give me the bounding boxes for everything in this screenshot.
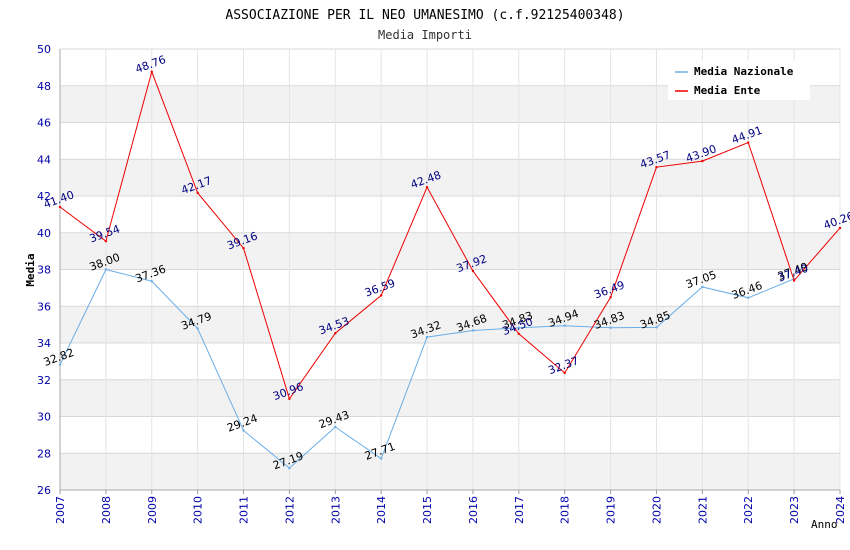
data-point-media-ente	[150, 70, 153, 73]
y-tick-label: 50	[37, 43, 51, 56]
data-point-media-nazionale	[288, 466, 291, 470]
y-tick-label: 44	[37, 153, 51, 166]
y-tick-label: 26	[37, 484, 51, 497]
data-point-media-ente	[517, 332, 521, 336]
data-point-media-ente	[334, 332, 337, 335]
data-point-media-ente	[747, 141, 750, 144]
x-tick-label: 2009	[146, 496, 159, 524]
data-point-media-ente	[471, 269, 475, 273]
y-tick-label: 34	[37, 337, 51, 350]
data-point-media-nazionale	[58, 363, 62, 366]
data-point-media-nazionale	[242, 429, 245, 432]
data-point-media-ente	[58, 205, 62, 209]
data-point-media-nazionale	[150, 280, 153, 283]
data-point-media-ente	[701, 159, 704, 163]
x-tick-label: 2010	[192, 496, 205, 524]
data-point-media-nazionale	[655, 326, 658, 329]
data-point-media-ente	[288, 397, 291, 401]
x-tick-label: 2015	[421, 496, 434, 524]
data-point-media-nazionale	[747, 296, 750, 299]
y-tick-label: 40	[37, 227, 51, 240]
legend-label-media-nazionale: Media Nazionale	[694, 65, 794, 78]
x-tick-label: 2022	[742, 496, 755, 524]
data-point-media-nazionale	[701, 285, 704, 289]
data-point-media-nazionale	[563, 324, 566, 327]
x-tick-label: 2019	[605, 496, 618, 524]
y-tick-label: 46	[37, 117, 51, 130]
y-axis-label: Media	[24, 253, 37, 286]
y-tick-label: 36	[37, 300, 51, 313]
data-point-media-ente	[242, 246, 245, 250]
x-tick-label: 2021	[696, 496, 709, 524]
x-tick-label: 2018	[559, 496, 572, 524]
legend-box	[668, 60, 810, 100]
grid-band	[60, 416, 840, 454]
series-line-media-ente	[59, 70, 841, 400]
chart-subtitle: Media Importi	[378, 28, 472, 42]
data-point-media-nazionale	[609, 326, 612, 329]
background-bands	[60, 49, 840, 490]
data-point-media-ente	[792, 279, 796, 282]
data-point-media-ente	[609, 296, 612, 299]
y-tick-label: 38	[37, 264, 51, 277]
legend: Media Nazionale Media Ente	[668, 60, 810, 100]
axes	[59, 49, 841, 494]
grid-band	[60, 232, 840, 270]
data-point-media-ente	[563, 371, 566, 375]
x-tick-label: 2007	[54, 496, 67, 524]
data-point-media-ente	[196, 191, 199, 195]
grid-band	[60, 379, 840, 417]
grid-band	[60, 196, 840, 233]
legend-label-media-ente: Media Ente	[694, 84, 761, 97]
grid-band	[60, 269, 840, 307]
data-point-media-ente	[379, 294, 383, 297]
tick-labels: 26 28 30 32 34 36 38 40 42 44 46 48 50 2007 2008 2009 20…	[37, 43, 847, 524]
data-point-media-nazionale	[334, 425, 337, 429]
data-point-media-ente	[838, 226, 842, 230]
data-point-media-ente	[104, 240, 108, 243]
data-point-media-nazionale	[196, 327, 199, 330]
y-tick-label: 48	[37, 80, 51, 93]
data-point-media-nazionale	[379, 457, 383, 460]
x-tick-label: 2014	[375, 496, 388, 524]
x-tick-label: 2024	[834, 496, 847, 524]
grid-band	[60, 453, 840, 490]
grid-band	[60, 122, 840, 160]
x-axis-label: Anno	[811, 518, 838, 531]
x-tick-label: 2016	[467, 496, 480, 524]
chart-title: ASSOCIAZIONE PER IL NEO UMANESIMO (c.f.9…	[225, 8, 624, 23]
y-tick-label: 28	[37, 447, 51, 460]
data-point-media-nazionale	[517, 326, 521, 329]
data-point-media-nazionale	[425, 335, 429, 339]
grid-band	[60, 306, 840, 343]
x-tick-label: 2008	[100, 496, 113, 524]
x-tick-label: 2013	[329, 496, 342, 524]
y-tick-label: 42	[37, 190, 51, 203]
data-point-media-nazionale	[471, 329, 475, 332]
series-lines	[58, 70, 842, 470]
x-tick-label: 2017	[513, 496, 526, 524]
data-point-media-ente	[655, 165, 658, 169]
data-point-media-ente	[425, 185, 429, 189]
y-tick-label: 32	[37, 374, 51, 387]
x-tick-label: 2020	[650, 496, 663, 524]
x-tick-label: 2011	[238, 496, 251, 524]
x-tick-label: 2012	[283, 496, 296, 524]
y-tick-label: 30	[37, 411, 51, 424]
x-tick-label: 2023	[788, 496, 801, 524]
grid-band	[60, 343, 840, 380]
grid-band	[60, 159, 840, 196]
data-point-media-nazionale	[104, 268, 108, 271]
